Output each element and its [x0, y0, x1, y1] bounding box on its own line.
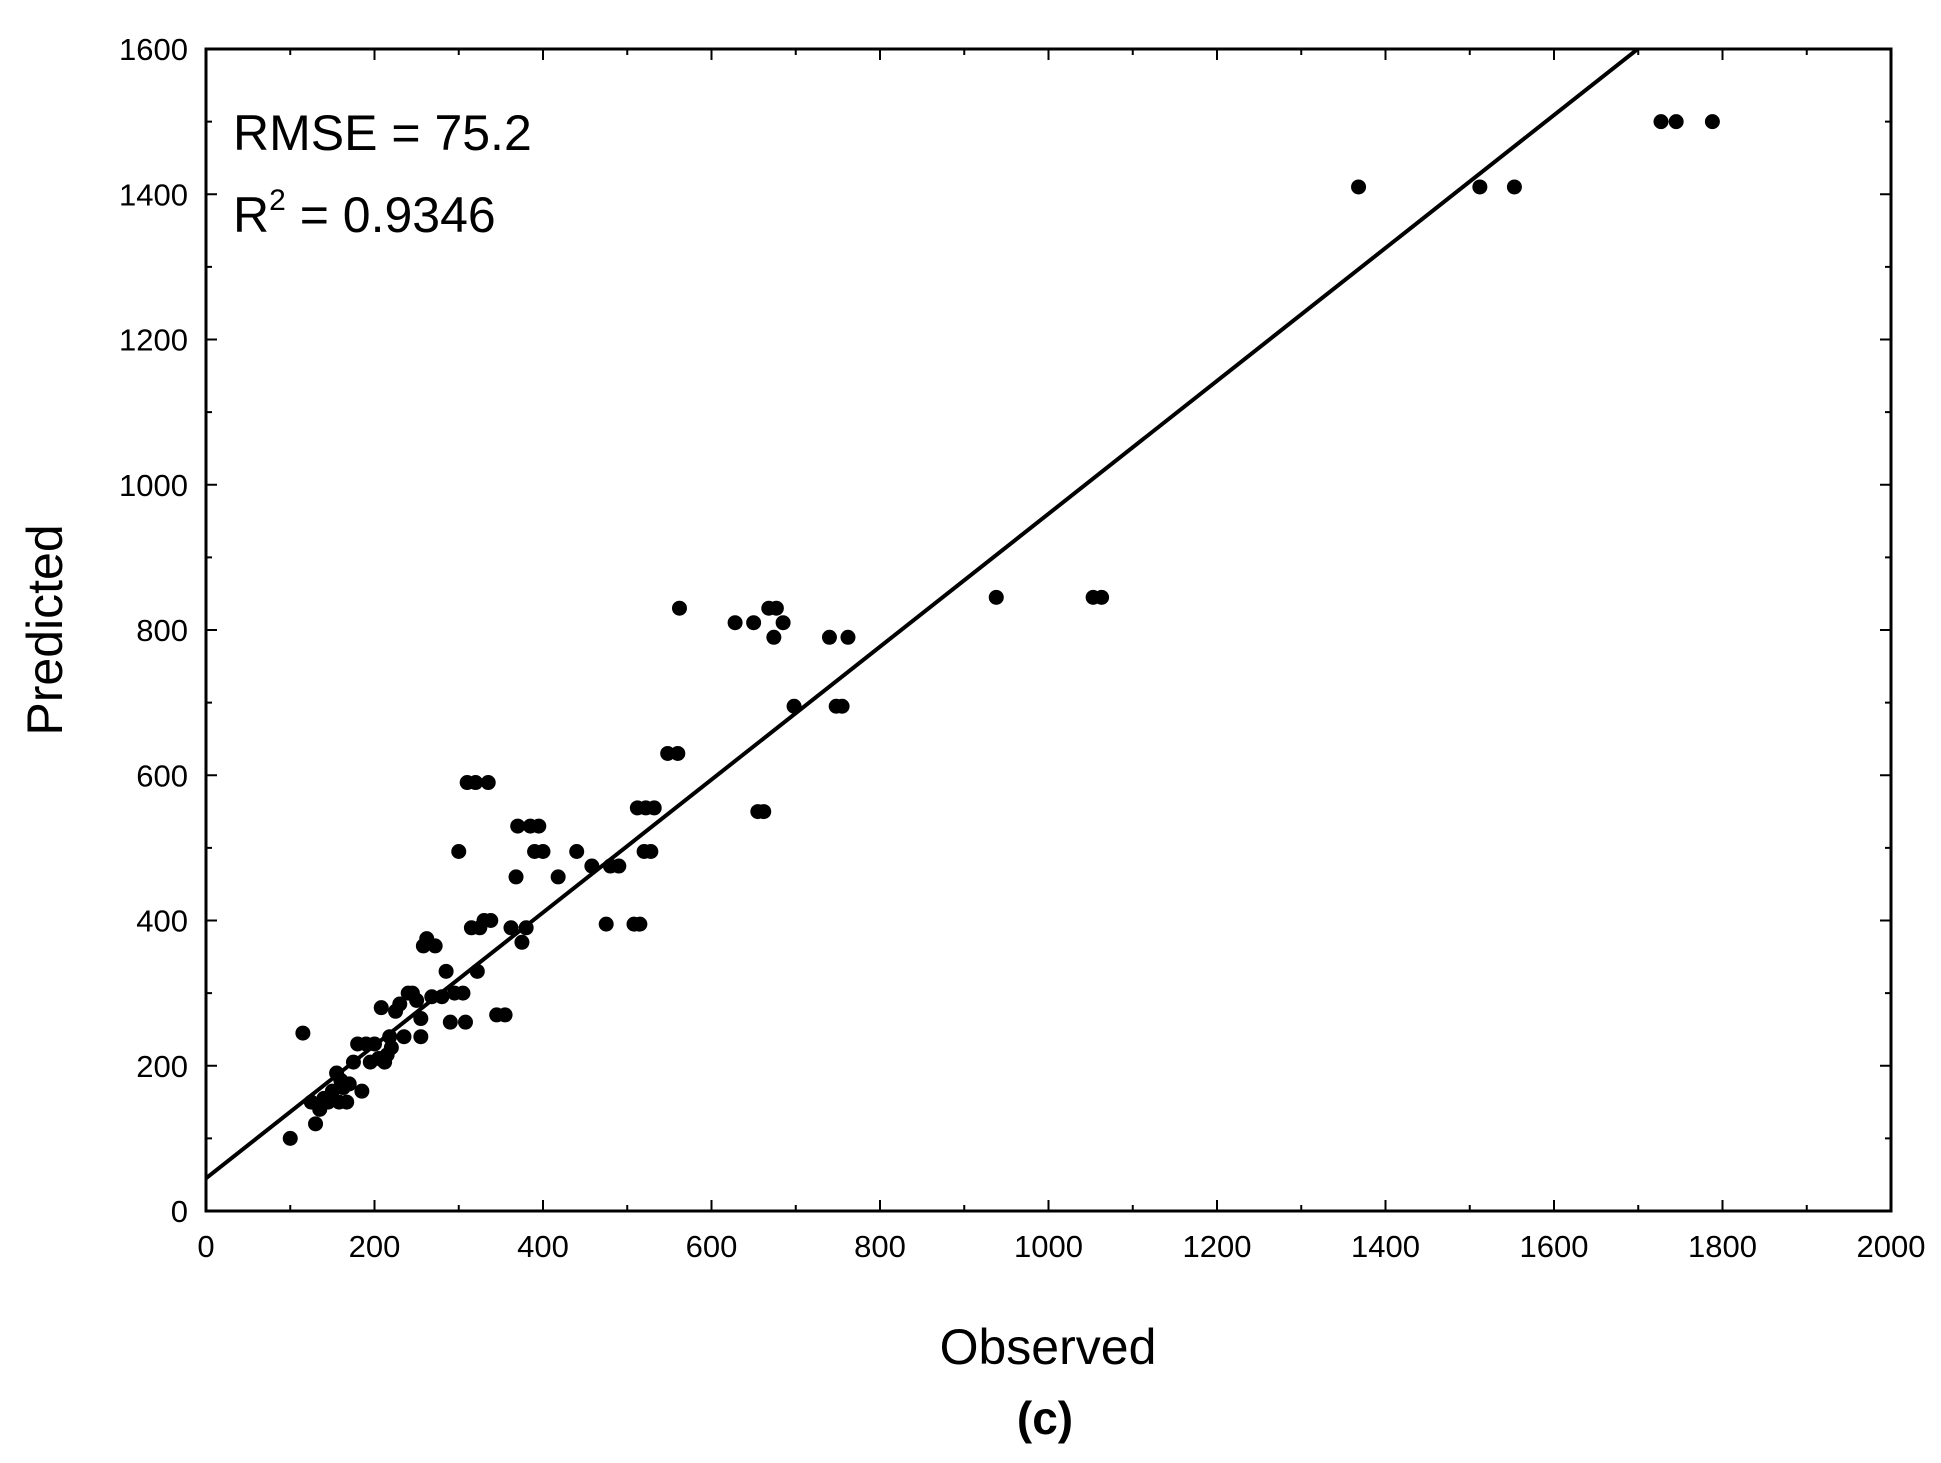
- x-tick-label: 2000: [1857, 1229, 1926, 1264]
- data-point: [514, 934, 530, 950]
- data-point: [611, 858, 627, 874]
- y-tick-label: 1600: [119, 32, 188, 67]
- data-point: [413, 1011, 429, 1027]
- data-point: [671, 600, 687, 616]
- data-point: [643, 844, 659, 860]
- data-point: [438, 963, 454, 979]
- data-point: [341, 1076, 357, 1092]
- data-point: [427, 938, 443, 954]
- data-point: [988, 589, 1004, 605]
- y-tick-label: 400: [136, 904, 188, 939]
- data-point: [569, 844, 585, 860]
- x-tick-label: 400: [517, 1229, 569, 1264]
- data-point: [598, 916, 614, 932]
- data-point: [455, 985, 471, 1001]
- y-tick-label: 200: [136, 1049, 188, 1084]
- data-point: [413, 1029, 429, 1045]
- y-tick-label: 0: [171, 1194, 188, 1229]
- data-point: [1653, 114, 1669, 130]
- y-tick-label: 1400: [119, 177, 188, 212]
- data-point: [531, 818, 547, 834]
- y-tick-label: 1200: [119, 323, 188, 358]
- x-tick-label: 1400: [1351, 1229, 1420, 1264]
- data-point: [339, 1094, 355, 1110]
- r2-exponent: 2: [269, 184, 286, 217]
- data-point: [383, 1040, 399, 1056]
- y-tick-label: 1000: [119, 468, 188, 503]
- data-point: [409, 992, 425, 1008]
- x-tick-label: 1800: [1688, 1229, 1757, 1264]
- axis-ticks: 0 200 400 600 800 1000 1200 1400 1600 1800 2000 0 20…: [119, 32, 1925, 1264]
- data-point: [1094, 589, 1110, 605]
- x-axis-title: Observed: [940, 1319, 1157, 1375]
- data-point: [483, 913, 499, 928]
- data-point: [535, 844, 551, 860]
- data-point: [392, 996, 408, 1012]
- r2-value: = 0.9346: [286, 187, 496, 243]
- x-tick-label: 1600: [1520, 1229, 1589, 1264]
- data-point: [354, 1083, 370, 1099]
- data-point: [282, 1130, 298, 1146]
- data-point: [396, 1029, 412, 1045]
- data-point: [508, 869, 524, 885]
- data-point: [1351, 179, 1367, 195]
- data-point: [1472, 179, 1488, 195]
- data-point: [775, 615, 791, 631]
- x-tick-label: 0: [197, 1229, 214, 1264]
- data-point: [670, 745, 686, 761]
- r2-annotation: R2 = 0.9346: [233, 184, 496, 243]
- data-point: [373, 1000, 389, 1016]
- y-tick-label: 600: [136, 758, 188, 793]
- data-point: [295, 1025, 311, 1041]
- x-tick-label: 200: [349, 1229, 401, 1264]
- y-tick-label: 800: [136, 613, 188, 648]
- data-point: [766, 629, 782, 645]
- data-point: [480, 775, 496, 791]
- data-point: [451, 844, 467, 860]
- data-point: [756, 804, 772, 820]
- data-point: [646, 800, 662, 816]
- data-point: [840, 629, 856, 645]
- x-tick-label: 600: [686, 1229, 738, 1264]
- data-point: [550, 869, 566, 885]
- data-point: [503, 920, 519, 936]
- r2-letter: R: [233, 187, 269, 243]
- data-point: [727, 615, 743, 631]
- x-tick-label: 800: [854, 1229, 906, 1264]
- data-point: [834, 698, 850, 714]
- data-point: [821, 629, 837, 645]
- data-point: [1668, 114, 1684, 130]
- panel-label: (c): [1017, 1392, 1073, 1444]
- data-point: [442, 1014, 458, 1030]
- x-tick-label: 1200: [1183, 1229, 1252, 1264]
- rmse-annotation: RMSE = 75.2: [233, 105, 532, 161]
- y-axis-title: Predicted: [17, 524, 73, 735]
- data-point: [1704, 114, 1720, 130]
- data-points: [282, 114, 1720, 1146]
- data-point: [768, 600, 784, 616]
- data-point: [308, 1116, 324, 1132]
- data-point: [457, 1014, 473, 1030]
- data-point: [1506, 179, 1522, 195]
- data-point: [510, 818, 526, 834]
- data-point: [497, 1007, 513, 1023]
- data-point: [468, 775, 484, 791]
- data-point: [632, 916, 648, 932]
- x-tick-label: 1000: [1014, 1229, 1083, 1264]
- regression-line: [206, 49, 1642, 1180]
- data-point: [746, 615, 762, 631]
